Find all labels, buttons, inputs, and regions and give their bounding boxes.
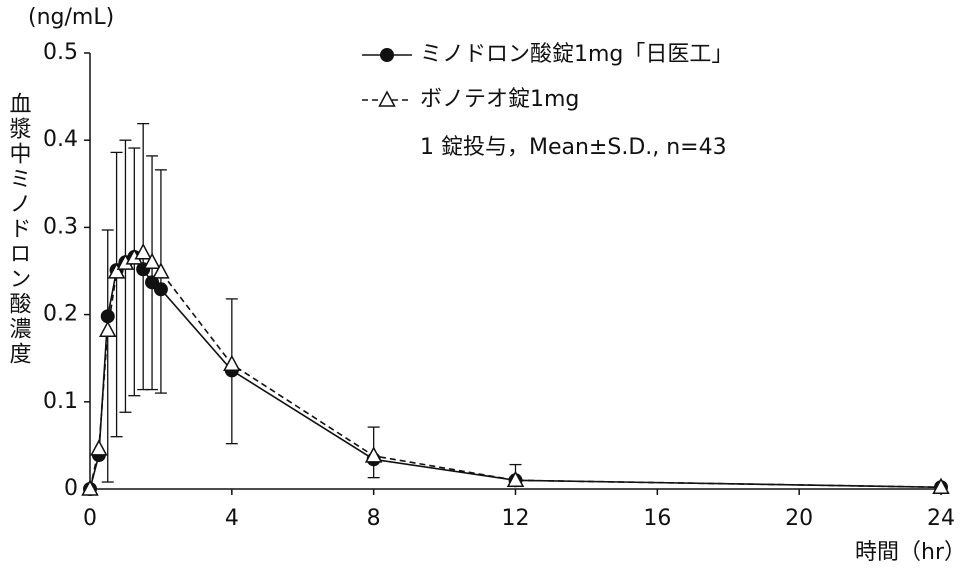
y-unit: (ng/mL) [28, 5, 114, 30]
x-tick-label: 8 [367, 506, 381, 531]
y-axis-label: 血漿中ミノドロン酸濃度 [6, 92, 32, 367]
y-tick-label: 0 [64, 476, 78, 501]
point [98, 320, 117, 338]
x-tick-label: 16 [643, 506, 671, 531]
point [100, 309, 115, 324]
x-tick-label: 20 [785, 506, 813, 531]
point [134, 243, 152, 260]
point [223, 354, 241, 372]
point [506, 470, 525, 488]
x-axis-label: 時間（hr） [855, 540, 966, 565]
y-tick-label: 0.1 [43, 389, 78, 414]
x-tick-label: 24 [927, 506, 955, 531]
y-tick-label: 0.4 [43, 127, 78, 152]
series-line [89, 255, 942, 490]
point [107, 262, 126, 279]
y-tick-label: 0.3 [43, 214, 78, 239]
legend-marker [378, 90, 396, 107]
y-tick-label: 0.5 [43, 40, 78, 65]
legend-label: ボノテオ錠1mg [420, 87, 579, 112]
point [152, 262, 170, 279]
note: 1 錠投与，Mean±S.D., n=43 [420, 135, 727, 160]
x-tick-label: 4 [225, 506, 239, 531]
legend-marker [380, 48, 394, 62]
x-tick-label: 0 [83, 506, 97, 531]
point [153, 282, 168, 297]
y-tick-label: 0.2 [43, 302, 78, 327]
point [932, 477, 950, 495]
point [90, 439, 108, 456]
legend-label: ミノドロン酸錠1mg「日医工」 [420, 42, 733, 67]
point [143, 252, 161, 270]
x-tick-label: 12 [502, 506, 530, 531]
point [364, 446, 383, 463]
point [81, 479, 99, 496]
series-line [89, 251, 942, 490]
